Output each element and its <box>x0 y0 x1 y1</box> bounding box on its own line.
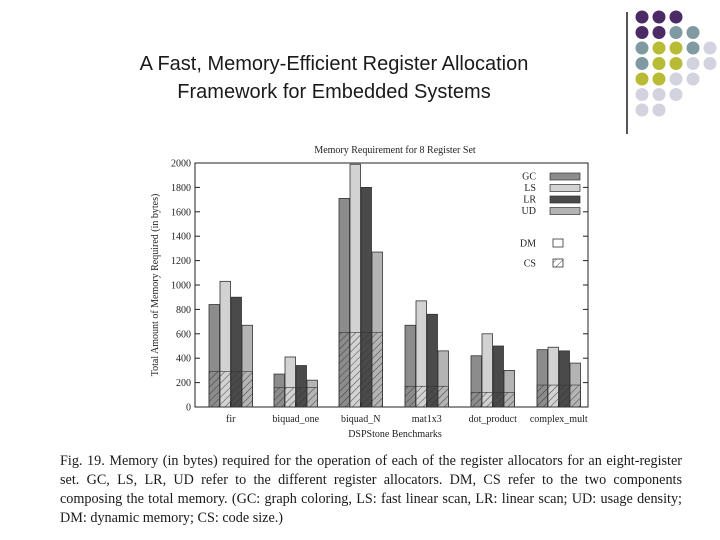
decorative-dot <box>652 88 666 101</box>
slide-title-line-1: A Fast, Memory-Efficient Register Alloca… <box>139 53 529 75</box>
y-tick-label: 2000 <box>171 159 191 170</box>
y-tick-label: 200 <box>176 378 191 389</box>
memory-bar-chart: Memory Requirement for 8 Register Set To… <box>150 145 589 440</box>
legend-swatch-dm <box>552 238 564 248</box>
bar-code-size <box>338 332 383 408</box>
decorative-dot <box>686 26 700 39</box>
decorative-dot <box>652 41 666 55</box>
decorative-divider <box>626 12 628 134</box>
decorative-dot <box>652 57 666 70</box>
decorative-dot <box>635 26 649 39</box>
slide-title-line-2: Framework for Embedded Systems <box>177 81 491 103</box>
decorative-dot <box>686 41 700 55</box>
decorative-dot <box>669 72 683 86</box>
figure-caption: Fig. 19. Memory (in bytes) required for … <box>60 453 682 526</box>
y-axis-label: Total Amount of Memory Required (in byte… <box>150 194 161 377</box>
chart-title: Memory Requirement for 8 Register Set <box>314 145 476 156</box>
decorative-dot <box>669 57 683 70</box>
legend-label: CS <box>524 259 536 270</box>
legend-label: GC <box>522 172 536 183</box>
legend-swatch-ud <box>549 207 581 215</box>
decorative-dot <box>686 57 700 70</box>
decorative-dot <box>635 10 649 24</box>
decorative-dot <box>669 26 683 39</box>
y-tick-label: 800 <box>176 305 191 316</box>
decorative-dot <box>669 10 683 24</box>
y-tick-label: 400 <box>176 354 191 365</box>
decorative-dot <box>669 41 683 55</box>
y-tick-label: 1000 <box>171 281 191 292</box>
decorative-dot <box>635 103 649 117</box>
legend-swatch-cs <box>552 258 564 268</box>
decorative-dot <box>652 72 666 86</box>
legend-swatch-lr <box>549 195 581 204</box>
y-tick-label: 1600 <box>171 207 191 218</box>
legend-label: UD <box>522 206 536 217</box>
decorative-dot <box>635 72 649 86</box>
slide-title: A Fast, Memory-Efficient Register Alloca… <box>60 50 608 106</box>
decorative-dot <box>686 72 700 86</box>
decorative-dot <box>635 57 649 70</box>
y-tick-label: 1800 <box>171 183 191 194</box>
x-tick-label: fir <box>226 414 236 425</box>
decorative-dot <box>652 103 666 117</box>
legend-swatch-ls <box>549 184 581 192</box>
bar-code-size <box>208 371 253 408</box>
decorative-dot <box>703 57 717 70</box>
decorative-dot <box>669 88 683 101</box>
y-tick-label: 1200 <box>171 256 191 267</box>
y-tick-label: 600 <box>176 329 191 340</box>
legend-label: LS <box>524 183 536 194</box>
decorative-dot <box>703 41 717 55</box>
x-tick-label: dot_product <box>469 414 518 425</box>
x-tick-label: complex_mult <box>530 414 588 425</box>
y-tick-label: 1400 <box>171 232 191 243</box>
legend-swatch-gc <box>549 172 581 181</box>
x-tick-label: biquad_one <box>272 414 319 425</box>
x-axis-label: DSPStone Benchmarks <box>348 429 442 440</box>
legend-label: LR <box>523 195 536 206</box>
x-tick-label: mat1x3 <box>412 414 442 425</box>
decorative-dot <box>635 88 649 101</box>
y-tick-label: 0 <box>186 403 191 414</box>
decorative-dot <box>652 26 666 39</box>
legend-label: DM <box>520 239 536 250</box>
decorative-dot <box>652 10 666 24</box>
x-tick-label: biquad_N <box>341 414 380 425</box>
decorative-dot <box>635 41 649 55</box>
decorative-dot-grid <box>635 10 717 117</box>
